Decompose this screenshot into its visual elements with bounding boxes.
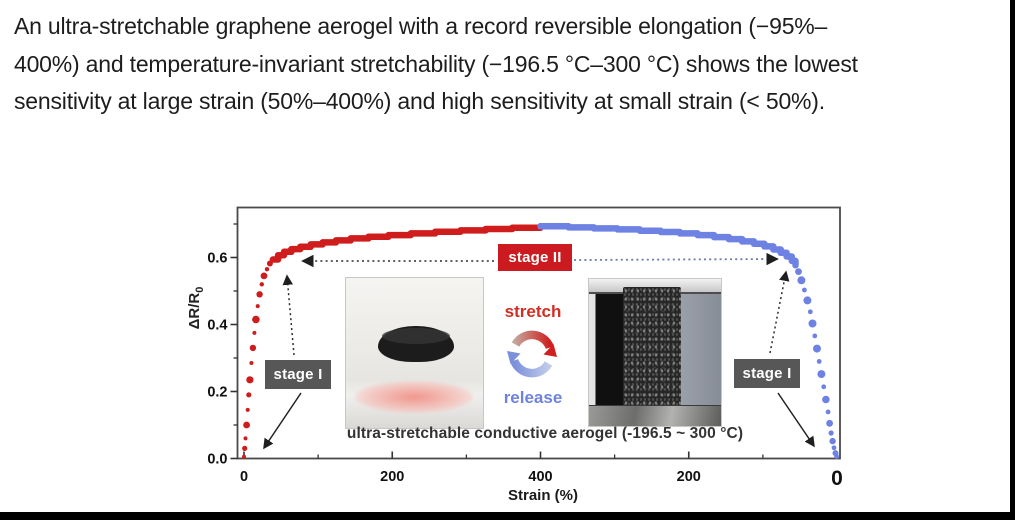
pink-feather bbox=[355, 381, 473, 413]
x-tick-label: 200 bbox=[380, 469, 404, 485]
stretch-data-point bbox=[252, 315, 260, 324]
stretch-data-point bbox=[242, 445, 248, 451]
stage1-left-arrow-up bbox=[282, 274, 295, 356]
stage1-right-badge-label: stage I bbox=[742, 365, 792, 382]
release-data-point bbox=[795, 268, 802, 275]
y-axis-label: ΔR/R0 bbox=[186, 273, 206, 343]
plot-frame bbox=[236, 206, 841, 460]
release-data-point bbox=[826, 419, 833, 427]
y-tick-label: 0.6 bbox=[207, 251, 227, 267]
x-tick-label: 0 bbox=[240, 469, 248, 485]
cycle-bottom-arc bbox=[510, 358, 553, 378]
release-data-point bbox=[831, 445, 837, 451]
headline-line-2: 400%) and temperature-invariant stretcha… bbox=[14, 50, 858, 77]
stretch-label: stretch bbox=[504, 302, 562, 321]
release-data-point bbox=[828, 430, 834, 436]
stretch-data-point bbox=[256, 291, 263, 298]
annotation-arrows bbox=[263, 252, 815, 450]
cycle-bottom-arrowhead bbox=[507, 351, 521, 364]
y-tick-label: 0.0 bbox=[207, 452, 227, 468]
release-data-point bbox=[808, 319, 817, 328]
stretch-release-cycle-icon bbox=[507, 330, 557, 378]
aerogel-disc bbox=[378, 326, 454, 362]
y-axis-label-subscript: 0 bbox=[194, 286, 206, 293]
release-data-point bbox=[829, 437, 836, 445]
figure-caption: ultra-stretchable conductive aerogel (-1… bbox=[346, 425, 744, 442]
stretch-data-point bbox=[270, 257, 276, 262]
stretch-data-point bbox=[249, 361, 254, 365]
x-tick-label: 400 bbox=[528, 469, 552, 485]
x-axis-label: Strain (%) bbox=[507, 487, 578, 504]
release-data-point bbox=[813, 344, 821, 353]
aerogel-on-feather-photo bbox=[345, 277, 484, 429]
stretch-data-point bbox=[266, 260, 273, 267]
y-tick-label: 0.2 bbox=[207, 385, 227, 401]
window-right-border bbox=[1010, 0, 1015, 520]
headline-line-1: An ultra-stretchable graphene aerogel wi… bbox=[14, 13, 828, 39]
release-data-point bbox=[802, 287, 807, 293]
stage1-right-badge: stage I bbox=[734, 359, 800, 388]
release-data-point bbox=[817, 370, 826, 379]
x-tick-label: 0 bbox=[831, 467, 843, 490]
stretched-aerogel-photo bbox=[588, 278, 722, 427]
cycle-top-arc bbox=[511, 330, 554, 350]
stretch-data-point bbox=[245, 407, 250, 412]
stretch-data-point bbox=[249, 344, 257, 352]
stretch-data-point bbox=[243, 421, 250, 429]
release-data-point bbox=[812, 333, 818, 339]
release-data-point bbox=[803, 296, 812, 305]
stage1-right-arrow-down bbox=[777, 392, 815, 448]
stretch-data-point bbox=[259, 282, 264, 287]
stage1-left-badge-label: stage I bbox=[273, 366, 323, 383]
release-data-point bbox=[816, 359, 822, 364]
aerogel-column bbox=[623, 287, 681, 414]
stage2-arrow-right bbox=[573, 252, 779, 266]
release-data-point bbox=[822, 395, 830, 404]
stretch-plateau-line bbox=[269, 223, 544, 263]
release-data-point bbox=[834, 454, 839, 459]
clamp-bottom bbox=[589, 405, 721, 426]
release-data-point bbox=[807, 309, 813, 315]
y-axis-label-text: ΔR/R bbox=[186, 292, 203, 330]
aerogel-figure: 0 200 400 200 0 0.0 0.2 0.4 0.6 ΔR/R0 Strain (%)… bbox=[185, 198, 865, 514]
release-label: release bbox=[503, 388, 563, 407]
stretch-data-point bbox=[242, 454, 246, 459]
release-data-point bbox=[821, 384, 827, 390]
stretch-data-point bbox=[243, 436, 248, 441]
strain-resistance-chart: 0 200 400 200 0 0.0 0.2 0.4 0.6 bbox=[207, 206, 843, 490]
x-tick-label: 200 bbox=[677, 469, 701, 485]
stretch-data-point bbox=[255, 304, 260, 309]
release-plateau-line bbox=[537, 223, 799, 269]
stage1-right-arrow-up bbox=[769, 270, 790, 354]
stretch-data-point bbox=[264, 267, 270, 272]
stretch-data-point bbox=[260, 272, 268, 280]
headline-paragraph: An ultra-stretchable graphene aerogel wi… bbox=[14, 8, 1004, 121]
release-data-point bbox=[825, 409, 831, 415]
release-data-point bbox=[797, 276, 806, 285]
headline-line-3: sensitivity at large strain (50%–400%) a… bbox=[14, 88, 825, 114]
stage1-left-arrow-down bbox=[263, 392, 302, 450]
y-tick-label: 0.4 bbox=[207, 318, 227, 334]
stretch-data-point bbox=[252, 330, 257, 335]
window-bottom-border bbox=[0, 512, 1015, 520]
chart-dynamic-layer: 0 200 400 200 0 0.0 0.2 0.4 0.6 bbox=[207, 206, 843, 490]
stage1-left-badge: stage I bbox=[265, 360, 331, 389]
stretch-data-point bbox=[246, 392, 252, 398]
stage2-badge: stage II bbox=[498, 244, 572, 271]
cycle-top-arrowhead bbox=[543, 344, 557, 357]
stretch-data-point bbox=[246, 376, 254, 384]
stage2-badge-label: stage II bbox=[508, 249, 562, 266]
